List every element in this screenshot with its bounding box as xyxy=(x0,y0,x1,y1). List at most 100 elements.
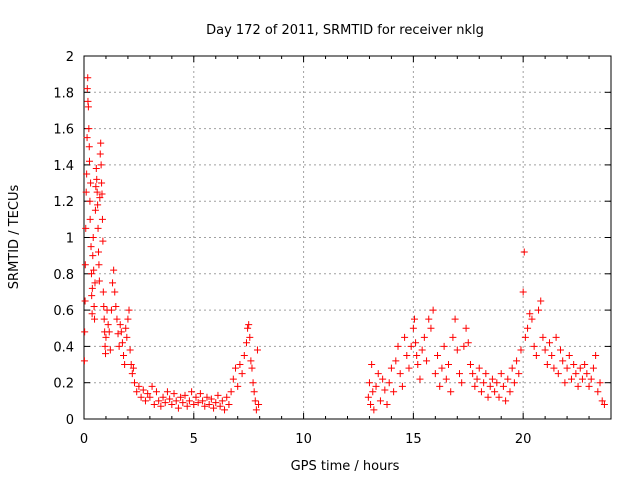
data-point xyxy=(574,382,582,390)
data-point xyxy=(242,339,250,347)
data-point xyxy=(82,224,90,232)
data-point xyxy=(541,346,549,354)
data-point xyxy=(510,379,518,387)
data-point xyxy=(81,297,89,305)
data-point xyxy=(106,346,114,354)
data-point xyxy=(91,206,99,214)
data-point xyxy=(576,364,584,372)
data-point xyxy=(499,382,507,390)
data-point xyxy=(201,402,209,410)
data-point xyxy=(218,397,226,405)
data-point xyxy=(563,364,571,372)
data-point xyxy=(148,382,156,390)
data-point xyxy=(124,315,132,323)
data-point xyxy=(491,388,499,396)
data-point xyxy=(172,397,180,405)
data-point xyxy=(504,375,512,383)
data-point xyxy=(414,361,422,369)
data-point xyxy=(229,375,237,383)
data-point xyxy=(85,125,93,133)
data-point xyxy=(91,315,99,323)
data-point xyxy=(458,379,466,387)
data-point xyxy=(240,351,248,359)
data-point xyxy=(583,370,591,378)
data-point xyxy=(129,364,137,372)
data-point xyxy=(398,382,406,390)
data-point xyxy=(526,310,534,318)
data-point xyxy=(506,388,514,396)
data-point xyxy=(412,339,420,347)
data-point xyxy=(141,397,149,405)
y-tick-label: 2 xyxy=(66,50,74,65)
data-point xyxy=(179,399,187,407)
data-point xyxy=(85,157,93,165)
data-point xyxy=(466,361,474,369)
data-point xyxy=(128,370,136,378)
data-point xyxy=(223,393,231,401)
data-point xyxy=(381,386,389,394)
data-point xyxy=(91,279,99,287)
data-point xyxy=(532,351,540,359)
data-point xyxy=(248,364,256,372)
data-point xyxy=(94,201,102,209)
data-point xyxy=(420,333,428,341)
data-point xyxy=(177,393,185,401)
data-point xyxy=(110,266,118,274)
y-axis-label: SRMTID / TECUs xyxy=(7,185,22,290)
data-point xyxy=(253,346,261,354)
data-point xyxy=(161,399,169,407)
data-point xyxy=(133,388,141,396)
data-point xyxy=(567,375,575,383)
data-point xyxy=(376,397,384,405)
data-point xyxy=(587,375,595,383)
data-point xyxy=(497,370,505,378)
data-point xyxy=(121,361,129,369)
data-point xyxy=(462,324,470,332)
x-tick-labels: 0 5 10 15 20 xyxy=(80,432,532,447)
data-point xyxy=(123,333,131,341)
data-point xyxy=(181,391,189,399)
data-point xyxy=(86,197,94,205)
data-point xyxy=(449,333,457,341)
data-point xyxy=(598,397,606,405)
data-point xyxy=(407,342,415,350)
data-point xyxy=(150,400,158,408)
data-point xyxy=(166,395,174,403)
data-point xyxy=(445,361,453,369)
data-point xyxy=(387,364,395,372)
data-point xyxy=(104,321,112,329)
data-point xyxy=(100,302,108,310)
data-point xyxy=(199,397,207,405)
data-point xyxy=(93,175,101,183)
data-point xyxy=(115,342,123,350)
y-tick-labels: 0 0.2 0.4 0.6 0.8 1 1.2 1.4 1.6 1.8 2 xyxy=(53,50,74,428)
data-point xyxy=(447,388,455,396)
data-point xyxy=(592,351,600,359)
y-tick-label: 1.6 xyxy=(53,123,74,138)
data-point xyxy=(89,252,97,260)
data-point xyxy=(493,379,501,387)
data-point xyxy=(385,379,393,387)
y-tick-label: 1.8 xyxy=(53,86,74,101)
data-point xyxy=(168,400,176,408)
data-point xyxy=(556,346,564,354)
data-point xyxy=(205,400,213,408)
data-point xyxy=(90,302,98,310)
data-point xyxy=(192,393,200,401)
data-point xyxy=(144,390,152,398)
data-point xyxy=(88,292,96,300)
data-point xyxy=(125,306,133,314)
data-point xyxy=(418,346,426,354)
data-point xyxy=(365,379,373,387)
data-point xyxy=(524,324,532,332)
data-point xyxy=(401,333,409,341)
data-point xyxy=(190,400,198,408)
data-point xyxy=(552,333,560,341)
data-point xyxy=(120,351,128,359)
data-point xyxy=(87,243,95,251)
axis-ticks xyxy=(83,55,611,420)
y-tick-label: 0.6 xyxy=(53,304,74,319)
data-point xyxy=(112,302,120,310)
data-point xyxy=(111,288,119,296)
data-point xyxy=(245,321,253,329)
